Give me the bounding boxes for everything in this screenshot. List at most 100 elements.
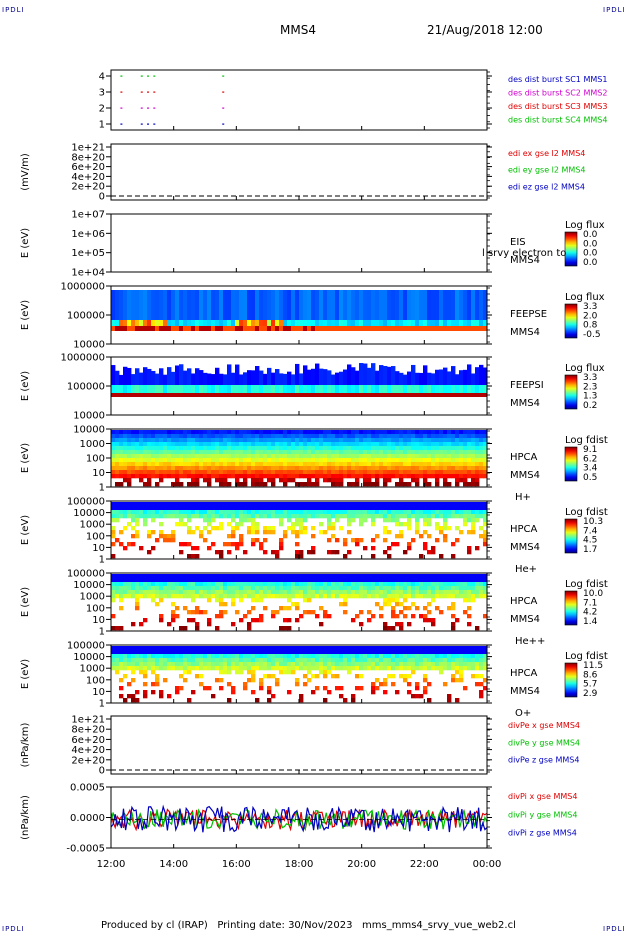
spectrogram-cell: [483, 430, 488, 435]
spectrogram-cell: [127, 326, 132, 331]
spectrogram-cell: [139, 450, 144, 455]
spectrogram-cell: [407, 582, 412, 587]
spectrogram-cell: [183, 582, 188, 587]
spectrogram-cell: [235, 438, 240, 443]
spectrogram-cell: [383, 626, 388, 631]
y-tick-label: 1e+21: [71, 715, 105, 726]
spectrogram-cell: [215, 290, 220, 324]
spectrogram-cell: [143, 474, 148, 479]
spectrogram-cell: [295, 602, 300, 607]
spectrogram-cell: [455, 466, 460, 471]
spectrogram-cell: [159, 446, 164, 451]
spectrogram-cell: [327, 454, 332, 459]
spectrogram-cell: [391, 430, 396, 435]
spectrogram-cell: [283, 666, 288, 671]
spectrogram-cell: [283, 458, 288, 463]
spectrogram-cell: [331, 534, 336, 539]
spectrogram-cell: [343, 590, 348, 595]
spectrogram-cell: [195, 470, 200, 475]
spectrogram-cell: [359, 430, 364, 435]
spectrogram-cell: [235, 578, 240, 583]
spectrogram-cell: [135, 430, 140, 435]
spectrogram-cell: [371, 650, 376, 655]
spectrogram-cell: [327, 582, 332, 587]
y-tick-label: 1000: [80, 664, 105, 675]
spectrogram-cell: [259, 590, 264, 595]
spectrogram-cell: [111, 614, 116, 619]
spectrogram-cell: [263, 654, 268, 659]
spectrogram-cell: [471, 654, 476, 659]
spectrogram-cell: [123, 393, 128, 397]
spectrogram-cell: [171, 618, 176, 623]
spectrogram-cell: [255, 462, 260, 467]
spectrogram-cell: [415, 320, 420, 329]
spectrogram-cell: [135, 650, 140, 655]
spectrogram-cell: [231, 518, 236, 523]
spectrogram-cell: [351, 393, 356, 397]
spectrogram-cell: [327, 474, 332, 479]
spectrogram-cell: [203, 662, 208, 667]
spectrogram-cell: [435, 662, 440, 667]
spectrogram-cell: [187, 502, 192, 507]
spectrogram-cell: [163, 393, 168, 397]
spectrogram-cell: [219, 506, 224, 511]
spectrogram-cell: [227, 385, 232, 393]
spectrogram-cell: [339, 466, 344, 471]
spectrogram-cell: [239, 320, 244, 329]
spectrogram-cell: [431, 470, 436, 475]
spectrogram-cell: [163, 574, 168, 579]
spectrogram-cell: [283, 373, 288, 393]
spectrogram-cell: [407, 606, 412, 611]
spectrogram-cell: [431, 546, 436, 551]
spectrogram-cell: [183, 678, 188, 683]
spectrogram-cell: [143, 618, 148, 623]
spectrogram-cell: [363, 582, 368, 587]
spectrogram-cell: [343, 594, 348, 599]
spectrogram-cell: [203, 466, 208, 471]
spectrogram-cell: [451, 510, 456, 515]
spectrogram-cell: [163, 470, 168, 475]
spectrogram-cell: [207, 578, 212, 583]
y-tick-label: 0: [99, 766, 105, 777]
spectrogram-cell: [483, 666, 488, 671]
spectrogram-cell: [275, 586, 280, 591]
spectrogram-cell: [211, 450, 216, 455]
spectrogram-cell: [275, 502, 280, 507]
spectrogram-cell: [295, 650, 300, 655]
spectrogram-cell: [355, 430, 360, 435]
colorbar: [564, 374, 578, 410]
spectrogram-cell: [147, 326, 152, 331]
spectrogram-cell: [323, 438, 328, 443]
spectrogram-cell: [191, 590, 196, 595]
spectrogram-cell: [239, 385, 244, 393]
spectrogram-cell: [475, 462, 480, 467]
spectrogram-cell: [227, 430, 232, 435]
spectrogram-cell: [191, 646, 196, 651]
spectrogram-cell: [335, 326, 340, 331]
spectrogram-cell: [419, 594, 424, 599]
spectrogram-cell: [167, 458, 172, 463]
spectrogram-cell: [411, 586, 416, 591]
spectrogram-cell: [423, 594, 428, 599]
spectrogram-cell: [419, 590, 424, 595]
spectrogram-cell: [199, 662, 204, 667]
spectrogram-cell: [111, 502, 116, 507]
spectrogram-cell: [235, 454, 240, 459]
spectrogram-cell: [287, 618, 292, 623]
spectrogram-cell: [151, 594, 156, 599]
spectrogram-cell: [259, 586, 264, 591]
spectrogram-cell: [415, 478, 420, 483]
spectrogram-cell: [327, 506, 332, 511]
spectrogram-cell: [319, 650, 324, 655]
spectrogram-cell: [439, 590, 444, 595]
spectrogram-cell: [447, 654, 452, 659]
spectrogram-cell: [407, 434, 412, 439]
spectrogram-cell: [339, 594, 344, 599]
spectrogram-cell: [319, 646, 324, 651]
spectrogram-cell: [431, 385, 436, 393]
spectrogram-cell: [231, 506, 236, 511]
spectrogram-cell: [155, 502, 160, 507]
spectrogram-cell: [223, 650, 228, 655]
spectrogram-cell: [279, 430, 284, 435]
spectrogram-cell: [223, 582, 228, 587]
